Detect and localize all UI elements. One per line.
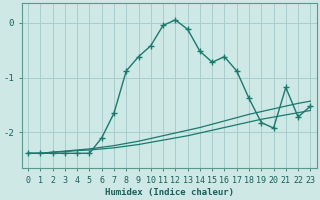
X-axis label: Humidex (Indice chaleur): Humidex (Indice chaleur) — [105, 188, 234, 197]
